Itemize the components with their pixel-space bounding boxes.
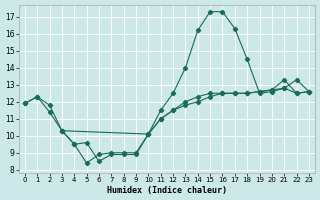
X-axis label: Humidex (Indice chaleur): Humidex (Indice chaleur) bbox=[107, 186, 227, 195]
